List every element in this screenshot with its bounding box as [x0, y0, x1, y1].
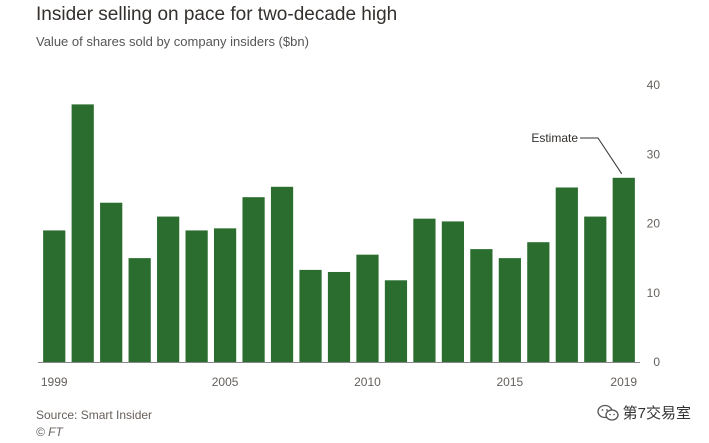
bar-2016 — [527, 242, 550, 362]
x-tick-label: 2005 — [212, 375, 239, 389]
bar-2019 — [612, 177, 635, 362]
bar-2015 — [498, 258, 521, 362]
annotation-leader-line — [580, 137, 623, 175]
y-tick-label: 30 — [647, 147, 661, 161]
bar-2018 — [584, 216, 607, 362]
bar-chart: 0 10 20 30 40 1999 2005 2010 2015 2019 Estimate — [38, 78, 661, 389]
credit-note: © FT — [36, 425, 63, 439]
watermark: 第7交易室 — [597, 402, 691, 423]
x-tick-label: 2015 — [497, 375, 524, 389]
y-tick-label: 20 — [647, 217, 661, 231]
chart-title: Insider selling on pace for two-decade h… — [36, 4, 398, 25]
x-tick-label: 1999 — [41, 375, 68, 389]
watermark-text: 第7交易室 — [622, 405, 691, 422]
chart-subtitle: Value of shares sold by company insiders… — [36, 34, 309, 49]
bar-2005 — [213, 228, 237, 362]
bar-2013 — [441, 221, 465, 362]
bar-2010 — [356, 254, 379, 362]
bar-2003 — [157, 216, 180, 362]
bar-2007 — [270, 186, 294, 362]
bar-2012 — [413, 218, 436, 362]
bar-2011 — [384, 280, 408, 362]
x-tick-label: 2010 — [354, 375, 381, 389]
x-tick-label: 2019 — [610, 375, 637, 389]
y-tick-label: 10 — [647, 286, 661, 300]
bar-2001 — [100, 202, 123, 362]
y-tick-label: 40 — [647, 78, 661, 92]
source-note: Source: Smart Insider — [36, 408, 153, 422]
bar-2000 — [71, 104, 94, 362]
bar-2002 — [128, 258, 151, 362]
wechat-icon — [597, 404, 619, 421]
bar-2014 — [470, 249, 493, 362]
bar-2009 — [327, 271, 351, 362]
bar-2004 — [185, 230, 208, 362]
bar-2008 — [299, 269, 322, 362]
bar-2006 — [242, 197, 265, 362]
bar-1999 — [43, 230, 66, 362]
y-tick-label: 0 — [653, 355, 660, 369]
bar-2017 — [555, 187, 578, 362]
annotation-label: Estimate — [531, 131, 578, 145]
